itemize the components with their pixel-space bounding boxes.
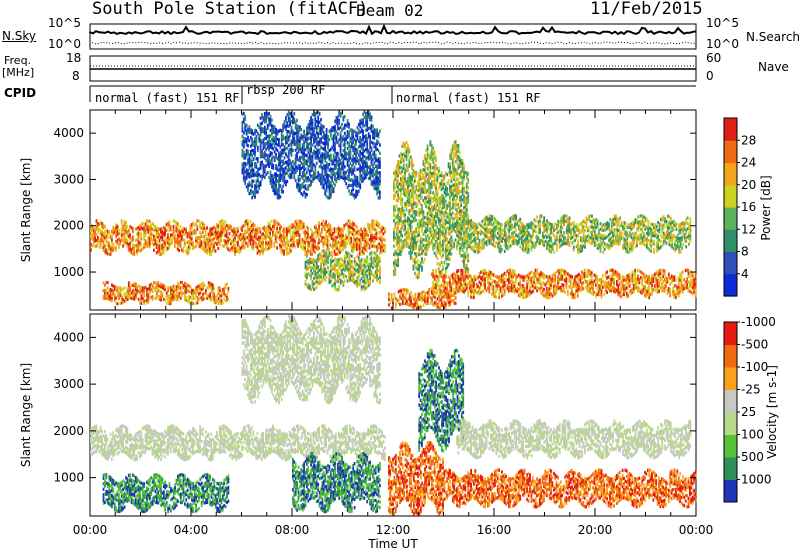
nave-tick-high: 60 [706, 51, 722, 65]
freq-unit-label: [MHz] [2, 66, 35, 79]
cpid-segment-3: normal (fast) 151 RF [396, 91, 541, 105]
xtick-label-4: 16:00 [477, 523, 512, 537]
power-ylabel: Slant Range [km] [19, 157, 33, 263]
echo-band-3 [292, 451, 381, 514]
nsearch-label: N.Search [746, 30, 800, 44]
velocity-axes: 1000 2000 3000 4000 [53, 314, 697, 516]
nsky-label: N.Sky [2, 29, 37, 43]
echo-band-4 [388, 288, 457, 310]
echo-band-1 [102, 280, 230, 306]
colorbar-swatch-0 [724, 273, 737, 297]
power-panel: 1000 2000 3000 4000 [53, 109, 697, 311]
colorbar-swatch-5 [724, 162, 737, 186]
nsearch-tick-high: 10^5 [706, 16, 739, 30]
nsearch-tick-low: 10^0 [706, 37, 739, 51]
cpid-segment-2: rbsp 200 RF [246, 83, 326, 97]
beam-label: Beam 02 [356, 1, 424, 20]
colorbar-tick-3: 25 [741, 405, 756, 419]
ytick-label-3: 4000 [53, 330, 84, 344]
freq-label: Freq. [4, 54, 32, 67]
ytick-label-0: 1000 [53, 265, 84, 279]
colorbar-swatch-4 [724, 389, 737, 413]
colorbar-swatch-1 [724, 457, 737, 480]
nave-label: Nave [758, 60, 789, 74]
echo-band-7 [443, 468, 697, 509]
velocity-ylabel: Slant Range [km] [19, 362, 33, 468]
ytick-label-2: 3000 [53, 377, 84, 391]
colorbar-swatch-2 [724, 229, 737, 253]
colorbar-swatch-6 [724, 140, 737, 164]
echo-band-5 [393, 140, 470, 280]
xtick-label-2: 08:00 [275, 523, 310, 537]
nave-tick-low: 0 [706, 69, 714, 83]
xtick-label-1: 04:00 [174, 523, 209, 537]
power-axes: 1000 2000 3000 4000 [53, 110, 697, 310]
cpid-strip [89, 85, 696, 104]
ytick-label-2: 3000 [53, 172, 84, 186]
date-label: 11/Feb/2015 [590, 0, 703, 19]
velocity-panel: 1000 2000 3000 4000 [53, 313, 697, 517]
colorbar-tick-4: 20 [741, 178, 756, 192]
colorbar-swatch-7 [724, 322, 737, 345]
xtick-label-5: 20:00 [578, 523, 613, 537]
colorbar-tick-0: 1000 [741, 473, 772, 487]
colorbar-swatch-1 [724, 251, 737, 275]
freq-tick-low: 8 [72, 69, 80, 83]
colorbar-tick-1: 8 [741, 245, 749, 259]
colorbar-swatch-3 [724, 207, 737, 230]
colorbar-tick-6: 28 [741, 133, 756, 147]
echo-band-1 [102, 473, 230, 514]
ytick-label-0: 1000 [53, 471, 84, 485]
xtick-label-3: 12:00 [376, 523, 411, 537]
echo-band-3 [304, 248, 381, 292]
power-colorbar: 4 8 12 16 20 24 28 [723, 117, 756, 297]
colorbar-tick-7: -1000 [741, 315, 776, 329]
colorbar-swatch-6 [724, 344, 737, 368]
echo-band-2 [241, 110, 381, 200]
colorbar-swatch-0 [724, 479, 737, 503]
nsky-tick-low: 10^0 [48, 37, 81, 51]
colorbar-swatch-3 [724, 412, 737, 435]
echo-band-0 [90, 219, 386, 256]
colorbar-tick-5: 24 [741, 156, 756, 170]
cpid-segment-1: normal (fast) 151 RF [95, 91, 240, 105]
echo-band-4 [388, 440, 444, 516]
colorbar-tick-3: 16 [741, 200, 756, 214]
ytick-label-1: 2000 [53, 424, 84, 438]
ytick-label-3: 4000 [53, 126, 84, 140]
nsky-strip [89, 23, 697, 50]
colorbar-swatch-7 [724, 118, 737, 141]
freq-strip [89, 55, 697, 82]
velocity-colorbar: 1000 500 100 25 -25 -100 -500 -1000 [723, 315, 776, 503]
time-axis-ticks: 00:00 04:00 08:00 12:00 16:00 20:00 00:00 [73, 523, 714, 537]
xtick-label-0: 00:00 [73, 523, 108, 537]
colorbar-swatch-2 [724, 434, 737, 458]
colorbar-tick-2: 100 [741, 428, 764, 442]
cpid-label: CPID [4, 86, 37, 100]
colorbar-tick-2: 12 [741, 222, 756, 236]
colorbar-tick-1: 500 [741, 450, 764, 464]
colorbar-tick-6: -500 [741, 338, 768, 352]
xtick-label-6: 00:00 [679, 523, 714, 537]
colorbar-tick-5: -100 [741, 360, 768, 374]
nsky-tick-high: 10^5 [48, 16, 81, 30]
xlabel: Time UT [368, 537, 418, 551]
ytick-label-1: 2000 [53, 219, 84, 233]
colorbar-tick-4: -25 [741, 383, 761, 397]
colorbar-swatch-5 [724, 367, 737, 390]
power-echoes [90, 110, 697, 310]
station-title: South Pole Station (fitACF) [92, 0, 369, 19]
echo-band-5 [418, 348, 465, 453]
velocity-colorbar-label: Velocity [m s-1] [765, 365, 779, 459]
colorbar-tick-0: 4 [741, 267, 749, 281]
echo-band-2 [241, 314, 381, 405]
echo-band-6 [456, 214, 692, 254]
echo-band-6 [456, 419, 692, 460]
power-colorbar-label: Power [dB] [759, 175, 773, 241]
velocity-echoes [90, 314, 697, 516]
freq-tick-high: 18 [66, 51, 82, 65]
colorbar-swatch-4 [724, 184, 737, 208]
echo-band-7 [430, 268, 697, 300]
